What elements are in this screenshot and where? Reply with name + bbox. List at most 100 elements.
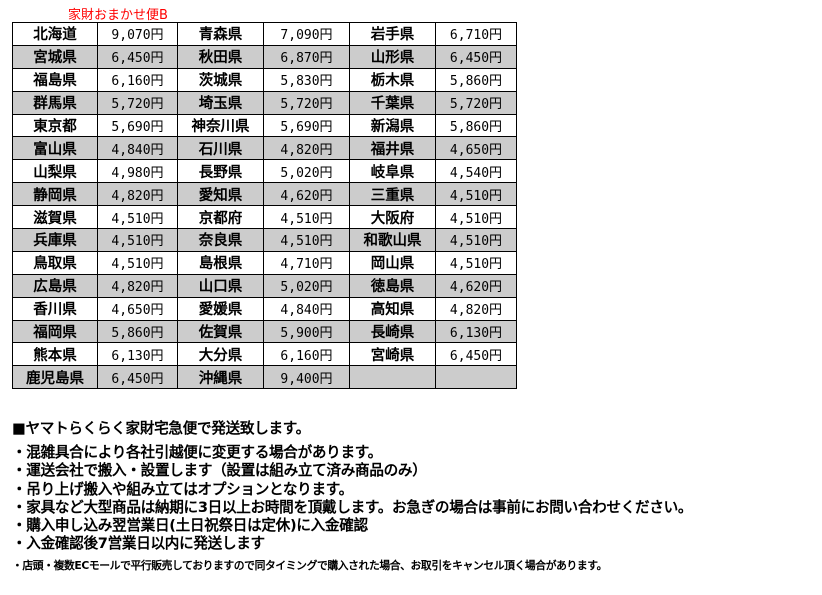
prefecture-cell: 香川県 xyxy=(12,296,98,321)
shipping-notes: ■ヤマトらくらく家財宅急便で発送致します。 ・混雑具合により各社引越便に変更する… xyxy=(12,417,693,554)
prefecture-cell: 北海道 xyxy=(12,22,98,46)
table-row: 福岡県 5,860円 佐賀県 5,900円 長崎県 6,130円 xyxy=(12,319,517,344)
note-line: ・吊り上げ搬入や組み立てはオプションとなります。 xyxy=(12,480,353,498)
price-cell: 9,400円 xyxy=(263,365,350,390)
prefecture-cell: 福岡県 xyxy=(12,319,98,344)
note-line: ・購入申し込み翌営業日(土日祝祭日は定休)に入金確認 xyxy=(12,517,368,535)
table-row: 滋賀県 4,510円 京都府 4,510円 大阪府 4,510円 xyxy=(12,205,517,230)
price-cell: 4,650円 xyxy=(435,136,517,161)
table-row: 香川県 4,650円 愛媛県 4,840円 高知県 4,820円 xyxy=(12,296,517,321)
prefecture-cell: 石川県 xyxy=(177,136,264,161)
price-cell: 4,840円 xyxy=(263,296,350,321)
price-cell: 6,450円 xyxy=(435,44,517,69)
table-row: 静岡県 4,820円 愛知県 4,620円 三重県 4,510円 xyxy=(12,182,517,207)
prefecture-cell: 富山県 xyxy=(12,136,98,161)
prefecture-cell: 群馬県 xyxy=(12,90,98,115)
price-cell: 6,870円 xyxy=(263,44,350,69)
notes-heading: ■ヤマトらくらく家財宅急便で発送致します。 xyxy=(12,420,310,437)
prefecture-cell: 山口県 xyxy=(177,273,264,298)
price-cell: 6,710円 xyxy=(435,22,517,46)
table-row: 富山県 4,840円 石川県 4,820円 福井県 4,650円 xyxy=(12,136,517,161)
table-row: 鳥取県 4,510円 島根県 4,710円 岡山県 4,510円 xyxy=(12,250,517,275)
prefecture-cell: 岩手県 xyxy=(349,22,436,46)
price-cell: 4,820円 xyxy=(435,296,517,321)
prefecture-cell: 秋田県 xyxy=(177,44,264,69)
prefecture-cell: 福井県 xyxy=(349,136,436,161)
table-row: 兵庫県 4,510円 奈良県 4,510円 和歌山県 4,510円 xyxy=(12,228,517,252)
prefecture-cell: 沖縄県 xyxy=(177,365,264,390)
price-cell: 5,020円 xyxy=(263,159,350,184)
prefecture-cell: 大阪府 xyxy=(349,205,436,230)
prefecture-cell: 山梨県 xyxy=(12,159,98,184)
prefecture-cell: 三重県 xyxy=(349,182,436,207)
prefecture-cell: 愛知県 xyxy=(177,182,264,207)
prefecture-cell: 長崎県 xyxy=(349,319,436,344)
price-cell: 4,510円 xyxy=(435,228,517,252)
price-cell: 5,020円 xyxy=(263,273,350,298)
price-cell: 4,510円 xyxy=(263,205,350,230)
shipping-rate-table: 北海道 9,070円 青森県 7,090円 岩手県 6,710円 宮城県 6,450円 秋田県 6… xyxy=(12,22,517,390)
prefecture-cell: 愛媛県 xyxy=(177,296,264,321)
prefecture-cell xyxy=(349,365,436,390)
table-row: 熊本県 6,130円 大分県 6,160円 宮崎県 6,450円 xyxy=(12,342,517,367)
price-cell: 6,450円 xyxy=(97,365,178,390)
notes-small-print: ・店頭・複数ECモールで平行販売しておりますので同タイミングで購入された場合、お… xyxy=(12,559,607,572)
price-cell: 4,540円 xyxy=(435,159,517,184)
price-cell: 4,510円 xyxy=(435,182,517,207)
price-cell: 4,820円 xyxy=(97,273,178,298)
table-row: 宮城県 6,450円 秋田県 6,870円 山形県 6,450円 xyxy=(12,44,517,69)
price-cell: 5,900円 xyxy=(263,319,350,344)
prefecture-cell: 千葉県 xyxy=(349,90,436,115)
prefecture-cell: 山形県 xyxy=(349,44,436,69)
price-cell: 5,860円 xyxy=(435,67,517,92)
price-cell: 5,720円 xyxy=(97,90,178,115)
price-cell: 4,840円 xyxy=(97,136,178,161)
prefecture-cell: 広島県 xyxy=(12,273,98,298)
price-cell: 4,710円 xyxy=(263,250,350,275)
price-cell: 6,130円 xyxy=(97,342,178,367)
prefecture-cell: 高知県 xyxy=(349,296,436,321)
prefecture-cell: 茨城県 xyxy=(177,67,264,92)
price-cell: 4,510円 xyxy=(435,205,517,230)
price-cell: 5,690円 xyxy=(263,113,350,138)
prefecture-cell: 宮崎県 xyxy=(349,342,436,367)
table-row: 山梨県 4,980円 長野県 5,020円 岐阜県 4,540円 xyxy=(12,159,517,184)
price-cell: 4,510円 xyxy=(97,228,178,252)
prefecture-cell: 静岡県 xyxy=(12,182,98,207)
prefecture-cell: 熊本県 xyxy=(12,342,98,367)
table-row: 東京都 5,690円 神奈川県 5,690円 新潟県 5,860円 xyxy=(12,113,517,138)
prefecture-cell: 福島県 xyxy=(12,67,98,92)
prefecture-cell: 兵庫県 xyxy=(12,228,98,252)
price-cell: 4,620円 xyxy=(435,273,517,298)
price-cell: 6,450円 xyxy=(435,342,517,367)
price-cell: 4,980円 xyxy=(97,159,178,184)
prefecture-cell: 長野県 xyxy=(177,159,264,184)
price-cell: 9,070円 xyxy=(97,22,178,46)
note-line: ・運送会社で搬入・設置します（設置は組み立て済み商品のみ） xyxy=(12,462,427,480)
prefecture-cell: 鳥取県 xyxy=(12,250,98,275)
table-row: 群馬県 5,720円 埼玉県 5,720円 千葉県 5,720円 xyxy=(12,90,517,115)
price-cell: 5,860円 xyxy=(97,319,178,344)
prefecture-cell: 神奈川県 xyxy=(177,113,264,138)
note-line: ・混雑具合により各社引越便に変更する場合があります。 xyxy=(12,444,382,461)
prefecture-cell: 大分県 xyxy=(177,342,264,367)
price-cell: 7,090円 xyxy=(263,22,350,46)
prefecture-cell: 島根県 xyxy=(177,250,264,275)
price-cell: 6,160円 xyxy=(263,342,350,367)
price-cell: 4,510円 xyxy=(97,250,178,275)
price-cell: 5,830円 xyxy=(263,67,350,92)
table-row: 広島県 4,820円 山口県 5,020円 徳島県 4,620円 xyxy=(12,273,517,298)
price-cell: 5,690円 xyxy=(97,113,178,138)
price-cell: 4,620円 xyxy=(263,182,350,207)
price-cell: 5,720円 xyxy=(263,90,350,115)
price-cell: 4,820円 xyxy=(263,136,350,161)
prefecture-cell: 岐阜県 xyxy=(349,159,436,184)
price-cell: 6,450円 xyxy=(97,44,178,69)
prefecture-cell: 和歌山県 xyxy=(349,228,436,252)
prefecture-cell: 岡山県 xyxy=(349,250,436,275)
table-row: 北海道 9,070円 青森県 7,090円 岩手県 6,710円 xyxy=(12,22,517,46)
price-cell: 4,510円 xyxy=(435,250,517,275)
table-row: 鹿児島県 6,450円 沖縄県 9,400円 xyxy=(12,365,517,390)
prefecture-cell: 鹿児島県 xyxy=(12,365,98,390)
prefecture-cell: 滋賀県 xyxy=(12,205,98,230)
